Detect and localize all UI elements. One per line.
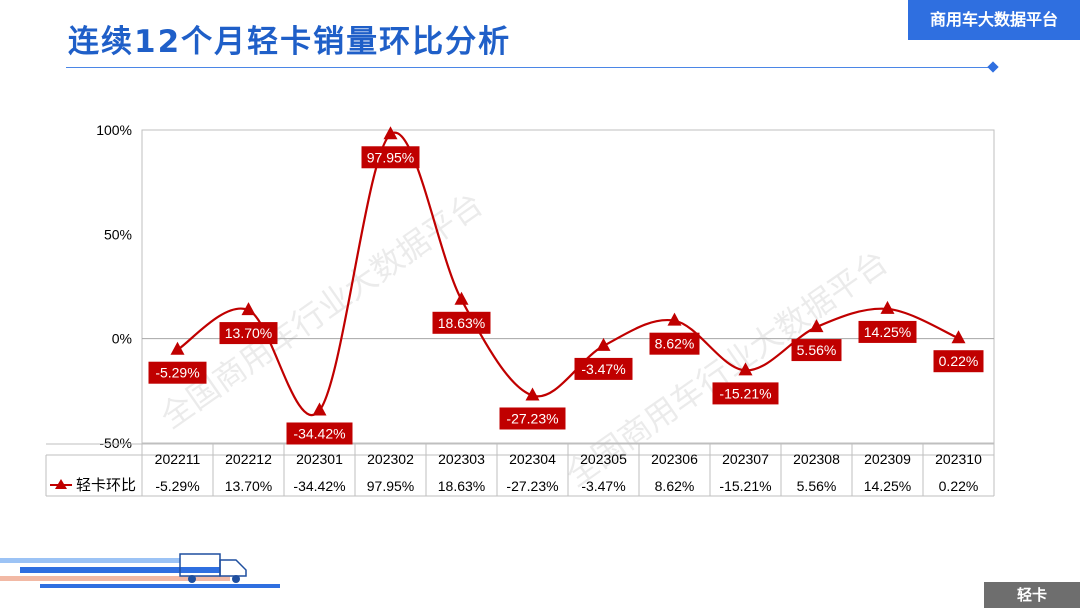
data-label-box bbox=[574, 357, 633, 380]
table-value: 13.70% bbox=[225, 478, 272, 494]
data-point-triangle bbox=[880, 300, 895, 314]
table-value: -27.23% bbox=[506, 478, 558, 494]
table-value: -15.21% bbox=[719, 478, 771, 494]
data-point-triangle bbox=[383, 126, 398, 140]
x-tick-label: 202303 bbox=[438, 451, 485, 467]
brand-badge: 商用车大数据平台 bbox=[908, 0, 1080, 40]
x-tick-label: 202306 bbox=[651, 451, 698, 467]
data-label: -3.47% bbox=[581, 361, 625, 377]
series-line bbox=[176, 131, 959, 416]
data-label: -5.29% bbox=[155, 365, 199, 381]
data-label-box bbox=[858, 320, 917, 343]
y-tick-label: 0% bbox=[112, 331, 132, 347]
plot-area bbox=[141, 129, 995, 444]
y-tick-label: -50% bbox=[99, 435, 132, 451]
data-label-box bbox=[649, 332, 700, 355]
data-label-box bbox=[361, 146, 420, 169]
data-label: 0.22% bbox=[939, 353, 979, 369]
data-point-triangle bbox=[170, 341, 185, 355]
data-point-triangle bbox=[667, 312, 682, 326]
data-point-triangle bbox=[525, 387, 540, 401]
data-label-box bbox=[219, 322, 278, 345]
x-tick-label: 202307 bbox=[722, 451, 769, 467]
data-label: 5.56% bbox=[797, 342, 837, 358]
data-point-triangle bbox=[951, 330, 966, 344]
data-label: -34.42% bbox=[293, 425, 345, 441]
table-value: 5.56% bbox=[797, 478, 837, 494]
y-tick-label: 100% bbox=[96, 122, 132, 138]
x-tick-label: 202212 bbox=[225, 451, 272, 467]
data-label-box bbox=[499, 407, 566, 430]
data-label: 13.70% bbox=[225, 325, 272, 341]
data-label-box bbox=[791, 339, 842, 362]
data-label: -15.21% bbox=[719, 385, 771, 401]
table-value: 18.63% bbox=[438, 478, 485, 494]
x-tick-label: 202308 bbox=[793, 451, 840, 467]
data-label-box bbox=[432, 311, 491, 334]
data-label: 14.25% bbox=[864, 324, 911, 340]
data-point-triangle bbox=[596, 337, 611, 351]
x-tick-label: 202302 bbox=[367, 451, 414, 467]
legend-label: 轻卡环比 bbox=[76, 477, 136, 494]
x-tick-label: 202304 bbox=[509, 451, 556, 467]
data-label-box bbox=[286, 422, 353, 445]
data-label-box bbox=[933, 350, 984, 373]
table-value: -5.29% bbox=[155, 478, 199, 494]
data-point-triangle bbox=[241, 302, 256, 316]
truck-decoration-icon bbox=[0, 553, 280, 588]
x-tick-label: 202305 bbox=[580, 451, 627, 467]
data-label: -27.23% bbox=[506, 410, 558, 426]
footer-tag: 轻卡 bbox=[984, 582, 1080, 608]
table-value: 14.25% bbox=[864, 478, 911, 494]
legend-triangle-icon bbox=[55, 479, 67, 489]
data-label: 97.95% bbox=[367, 149, 414, 165]
table-value: -34.42% bbox=[293, 478, 345, 494]
data-point-triangle bbox=[809, 319, 824, 333]
table-value: -3.47% bbox=[581, 478, 625, 494]
x-tick-label: 202211 bbox=[155, 451, 201, 467]
table-value: 0.22% bbox=[939, 478, 979, 494]
data-label-box bbox=[148, 361, 207, 384]
data-point-triangle bbox=[454, 291, 469, 305]
page-title: 连续12个月轻卡销量环比分析 bbox=[68, 24, 512, 60]
x-tick-label: 202301 bbox=[296, 451, 343, 467]
x-tick-label: 202310 bbox=[935, 451, 982, 467]
data-point-triangle bbox=[738, 362, 753, 376]
data-point-triangle bbox=[312, 402, 327, 416]
data-label: 18.63% bbox=[438, 315, 485, 331]
title-divider bbox=[66, 67, 994, 68]
data-label-box bbox=[712, 382, 779, 405]
table-value: 8.62% bbox=[655, 478, 695, 494]
y-tick-label: 50% bbox=[104, 226, 132, 242]
x-tick-label: 202309 bbox=[864, 451, 911, 467]
data-label: 8.62% bbox=[655, 336, 695, 352]
table-value: 97.95% bbox=[367, 478, 414, 494]
